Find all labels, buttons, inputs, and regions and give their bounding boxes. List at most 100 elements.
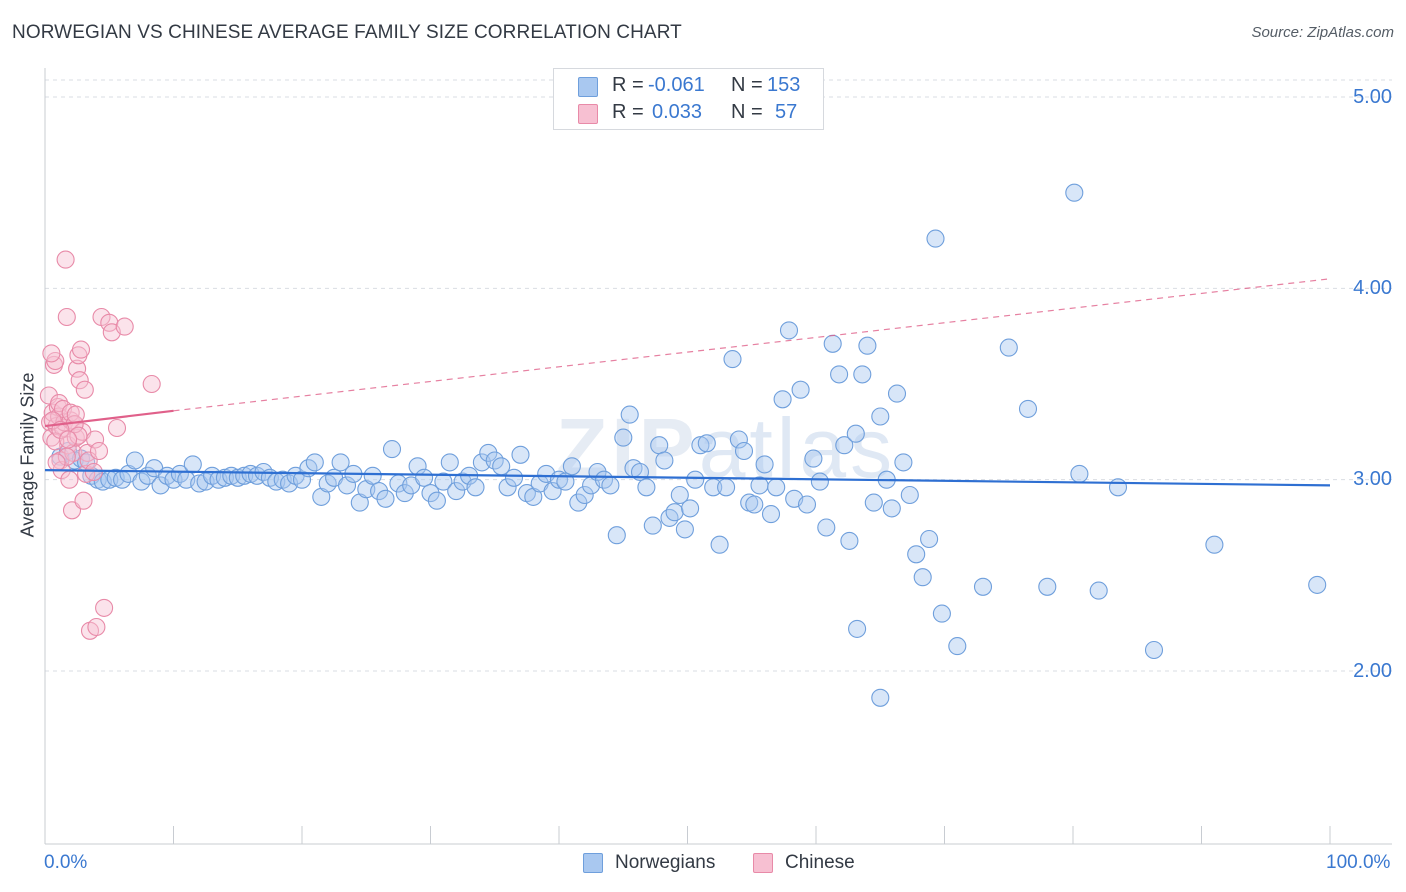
chinese-point: [42, 344, 61, 363]
legend-n-label: N =: [731, 74, 763, 96]
chinese-trend-extension: [173, 278, 1331, 412]
y-axis-label: Average Family Size: [17, 372, 38, 538]
norwegians-point: [1144, 640, 1164, 660]
norwegians-point: [810, 472, 829, 491]
norwegians-point: [804, 449, 823, 468]
norwegians-point: [797, 495, 817, 514]
norwegians-point: [734, 441, 754, 461]
norwegians-point: [773, 390, 792, 409]
legend-swatch-chinese: [578, 104, 598, 124]
norwegians-point: [686, 470, 705, 489]
x-tick-label-min: 0.0%: [44, 852, 88, 873]
series-label-norwegians: Norwegians: [615, 852, 716, 873]
norwegians-point: [675, 520, 694, 539]
chinese-point: [87, 617, 106, 637]
norwegians-point: [973, 577, 993, 596]
norwegians-point: [723, 350, 742, 369]
chinese-point: [75, 380, 94, 399]
norwegians-point: [840, 531, 859, 550]
norwegians-point: [427, 491, 446, 510]
norwegians-point: [717, 478, 736, 497]
gridlines: [45, 79, 1392, 672]
norwegians-point: [853, 365, 872, 384]
norwegians-point: [479, 443, 498, 462]
chinese-point: [142, 374, 161, 394]
norwegians-point: [643, 516, 662, 535]
norwegians-point: [125, 451, 144, 470]
norwegians-point: [670, 485, 689, 505]
chinese-point: [68, 359, 87, 378]
chinese-point: [95, 598, 114, 617]
series-swatch-norwegians: [583, 853, 603, 873]
norwegians-point: [1065, 183, 1084, 202]
norwegians-point: [415, 468, 434, 487]
chinese-point: [78, 443, 97, 462]
norwegians-point: [864, 493, 883, 512]
norwegians-point: [887, 384, 907, 403]
norwegians-point: [761, 505, 781, 524]
axes: [44, 68, 1392, 845]
norwegians-point: [697, 434, 716, 453]
legend-r-value: 0.033: [652, 101, 703, 123]
norwegians-point: [215, 468, 234, 487]
norwegians-point: [575, 485, 594, 505]
chinese-point: [86, 430, 105, 449]
chinese-point: [56, 250, 75, 269]
norwegians-point: [858, 336, 877, 355]
chinese-point: [89, 441, 109, 461]
norwegians-point: [729, 430, 748, 449]
norwegians-point: [948, 637, 967, 656]
norwegians-point: [620, 405, 639, 424]
norwegians-point: [447, 482, 466, 501]
norwegians-point: [779, 321, 799, 340]
norwegians-trend-line: [44, 469, 1331, 487]
legend-n-value: 153: [767, 74, 801, 96]
norwegians-point: [305, 453, 324, 472]
chinese-point: [107, 418, 127, 438]
norwegians-point: [601, 476, 620, 495]
chinese-point: [74, 491, 93, 510]
norwegians-point: [710, 535, 729, 554]
norwegians-point: [835, 436, 854, 455]
correlation-legend: R = -0.061 N = 153 R = 0.033 N = 57: [553, 68, 824, 130]
legend-row-chinese: R = 0.033 N = 57: [554, 101, 823, 127]
norwegians-point: [926, 229, 945, 248]
norwegians-point: [504, 468, 524, 487]
norwegians-point: [767, 478, 786, 497]
norwegians-point: [660, 508, 679, 527]
norwegians-point: [846, 424, 865, 443]
norwegians-point: [650, 436, 669, 455]
norwegians-point: [900, 485, 919, 505]
norwegians-point: [466, 478, 485, 497]
chart-title: NORWEGIAN VS CHINESE AVERAGE FAMILY SIZE…: [12, 22, 682, 43]
norwegians-point: [907, 545, 926, 564]
norwegians-point: [511, 445, 530, 464]
norwegians-point: [440, 453, 459, 472]
norwegians-point: [817, 518, 836, 537]
chinese-point: [70, 371, 89, 390]
norwegians-point: [363, 466, 382, 485]
norwegians-point: [1205, 535, 1224, 554]
norwegians-point: [665, 503, 684, 522]
chinese-point: [115, 317, 134, 336]
chinese-point: [59, 430, 78, 449]
norwegians-point: [1089, 581, 1108, 600]
legend-row-norwegians: R = -0.061 N = 153: [554, 74, 823, 100]
norwegians-point: [882, 499, 901, 518]
norwegians-point: [755, 455, 774, 474]
norwegians-point: [655, 451, 674, 470]
norwegians-point: [999, 338, 1018, 357]
norwegians-point: [871, 688, 890, 707]
norwegians-point: [337, 476, 357, 495]
norwegians-point: [183, 455, 202, 474]
chinese-trend-line: [44, 409, 174, 428]
norwegians-point: [569, 493, 588, 512]
norwegians-point: [1308, 575, 1327, 594]
trend-lines: [44, 278, 1331, 487]
norwegians-point: [543, 482, 562, 501]
norwegians-points: [51, 183, 1327, 707]
legend-n-label: N =: [731, 101, 763, 123]
norwegians-point: [562, 457, 581, 476]
chinese-point: [84, 462, 103, 482]
